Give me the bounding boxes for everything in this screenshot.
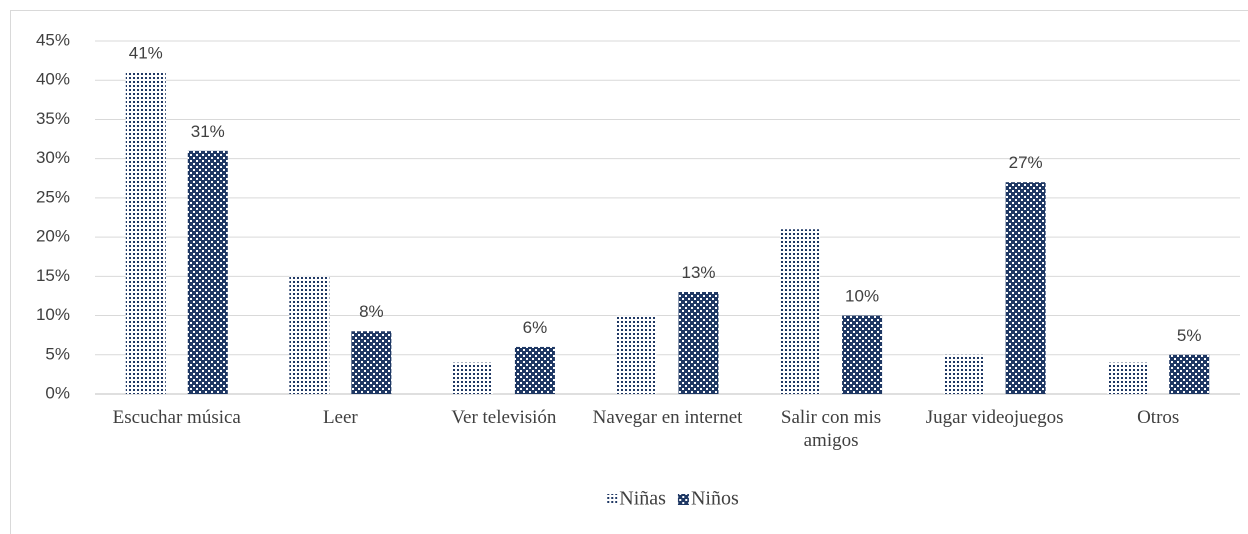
y-tick-label: 5% [45,344,70,363]
x-tick-label: Escuchar música [112,407,241,428]
y-tick-label: 35% [36,109,70,128]
data-label: 8% [359,302,384,321]
x-tick-label: Jugar videojuegos [925,407,1064,428]
chart-frame [10,10,1248,534]
legend-label: Niñas [619,488,666,510]
bar [842,315,883,394]
x-tick-label: Ver televisión [451,407,557,428]
bar [780,229,821,394]
x-tick-label: Salir con mis amigos [780,407,882,451]
y-tick-label: 0% [45,383,70,402]
y-tick-label: 40% [36,70,70,89]
bar [514,346,555,394]
bar [289,276,330,394]
legend-label: Niños [691,488,739,510]
bar [1107,362,1148,394]
y-tick-label: 10% [36,305,70,324]
bar [452,362,493,394]
bar [125,72,166,394]
legend: Niñas Niños [606,488,739,510]
legend-swatch [606,494,618,505]
bar [1169,354,1210,394]
legend-swatch [677,494,689,505]
data-label: 6% [523,318,548,337]
y-tick-label: 45% [36,30,70,49]
data-label: 10% [845,287,879,306]
y-tick-label: 20% [36,227,70,246]
bar [943,354,984,394]
x-tick-label: Leer [322,407,358,428]
bar [351,331,392,394]
bar [678,292,719,394]
y-tick-label: 30% [36,148,70,167]
data-label: 27% [1009,153,1043,172]
data-label: 13% [681,263,715,282]
data-label: 5% [1177,326,1202,345]
bar [616,315,657,394]
bar [187,150,228,394]
x-tick-label: Otros [1137,407,1180,428]
data-label: 41% [129,43,163,62]
data-label: 31% [191,122,225,141]
y-tick-label: 15% [36,266,70,285]
bar [1005,182,1046,394]
x-tick-label: Navegar en internet [592,407,743,428]
y-tick-label: 25% [36,187,70,206]
